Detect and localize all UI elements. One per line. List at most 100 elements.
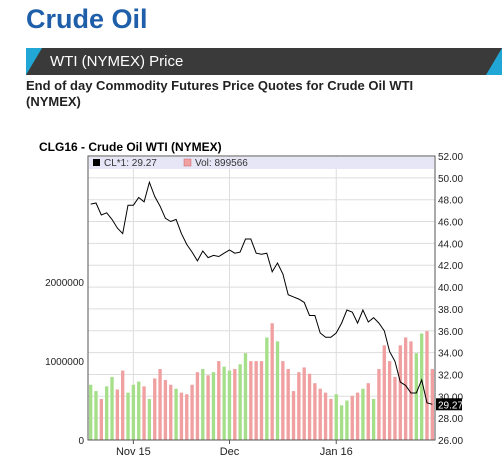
volume-bar (419, 333, 424, 440)
section-accent-right (486, 48, 502, 75)
price-series-line (90, 180, 433, 405)
price-axis-labels: 52.00 50.00 48.00 46.00 44.00 42.00 40.00 38.00… (438, 152, 463, 447)
legend-price-label: CL*1: 29.27 (104, 158, 157, 169)
volume-bar (94, 391, 98, 440)
volume-bar (142, 386, 146, 440)
volume-bar (227, 370, 232, 440)
volume-bar (281, 361, 285, 440)
volume-bar (254, 361, 258, 440)
volume-bar (206, 375, 210, 440)
volume-bar (425, 331, 429, 440)
x-tick-label: Dec (220, 446, 240, 458)
price-tick-label: 44.00 (438, 239, 463, 250)
volume-bar (377, 369, 381, 440)
page-title: Crude Oil (26, 4, 148, 34)
price-tick-label: 42.00 (438, 261, 463, 272)
volume-bar (350, 395, 354, 440)
volume-bar (201, 369, 205, 440)
volume-bar (355, 392, 360, 440)
volume-bar (259, 361, 264, 440)
volume-bar (339, 405, 344, 440)
page-subtitle: End of day Commodity Futures Price Quote… (26, 78, 414, 109)
volume-bar (286, 369, 290, 440)
volume-bar (398, 345, 402, 440)
crude-oil-chart[interactable]: CLG16 - Crude Oil WTI (NYMEX) CL*1: 29.2… (0, 136, 502, 463)
legend-background (89, 157, 434, 169)
price-tick-label: 48.00 (438, 196, 463, 207)
volume-bar (270, 323, 274, 440)
volume-bar (211, 372, 216, 440)
volume-bar (158, 369, 162, 440)
volume-bar (382, 345, 386, 440)
volume-bar (169, 384, 173, 440)
volume-bar (89, 384, 93, 440)
volume-bar (275, 341, 280, 440)
legend-price-swatch (93, 159, 100, 166)
volume-bar (403, 337, 408, 440)
price-tick-label: 34.00 (438, 349, 463, 360)
legend-volume-label: Vol: 899566 (195, 158, 248, 169)
x-axis-labels: Nov 15 Dec Jan 16 (116, 440, 353, 458)
price-tick-label: 32.00 (438, 370, 463, 381)
volume-bar (265, 337, 269, 440)
volume-bar (126, 392, 130, 440)
volume-bar (179, 392, 184, 440)
volume-bar (174, 388, 178, 440)
price-tick-label: 52.00 (438, 152, 463, 163)
volume-bar (185, 394, 189, 440)
volume-bar (110, 376, 114, 440)
volume-tick-label: 0 (78, 436, 84, 447)
volume-bar (291, 391, 296, 440)
price-tick-label: 30.00 (438, 392, 463, 403)
x-tick-label: Jan 16 (320, 446, 353, 458)
volume-bar (323, 392, 328, 440)
volume-bar (387, 361, 392, 440)
volume-bar (99, 398, 104, 440)
section-accent-left (26, 48, 42, 75)
price-tick-label: 38.00 (438, 305, 463, 316)
volume-bar (217, 361, 221, 440)
volume-bar (147, 398, 152, 440)
volume-bar (190, 384, 194, 440)
volume-bar (131, 384, 136, 440)
volume-bar (371, 398, 376, 440)
volume-bar (233, 369, 237, 440)
volume-bars (89, 323, 434, 440)
legend-volume-swatch (183, 158, 192, 167)
volume-bar (163, 380, 168, 440)
section-header-bar: WTI (NYMEX) Price (26, 48, 502, 75)
last-value-box (436, 398, 462, 411)
price-tick-label: 46.00 (438, 218, 463, 229)
volume-axis-labels: 2000000 1000000 0 (45, 278, 84, 447)
last-value-label: 29.27 (438, 400, 463, 411)
chart-title: CLG16 - Crude Oil WTI (NYMEX) (39, 140, 222, 154)
volume-bar (297, 372, 301, 440)
plot-frame (87, 155, 436, 441)
volume-tick-label: 2000000 (45, 278, 84, 289)
volume-bar (137, 381, 141, 440)
volume-bar (153, 378, 157, 440)
chart-legend: CL*1: 29.27 Vol: 899566 (89, 157, 434, 169)
volume-bar (345, 400, 349, 440)
x-tick-label: Nov 15 (116, 446, 151, 458)
price-tick-label: 36.00 (438, 327, 463, 338)
volume-bar (318, 388, 322, 440)
price-tick-label: 26.00 (438, 436, 463, 447)
volume-bar (361, 388, 365, 440)
price-tick-label: 28.00 (438, 414, 463, 425)
volume-bar (243, 353, 248, 440)
volume-bar (366, 383, 370, 440)
volume-bar (334, 394, 338, 440)
volume-bar (329, 398, 333, 440)
price-tick-label: 40.00 (438, 283, 463, 294)
price-tick-label: 50.00 (438, 174, 463, 185)
volume-bar (105, 386, 109, 440)
volume-bar (430, 369, 434, 440)
volume-bar (238, 364, 242, 440)
volume-tick-label: 1000000 (45, 357, 84, 368)
volume-bar (222, 366, 226, 440)
volume-bar (302, 367, 306, 440)
volume-bar (313, 383, 317, 440)
volume-bar (195, 372, 200, 440)
last-value-marker: 29.27 (436, 398, 463, 411)
